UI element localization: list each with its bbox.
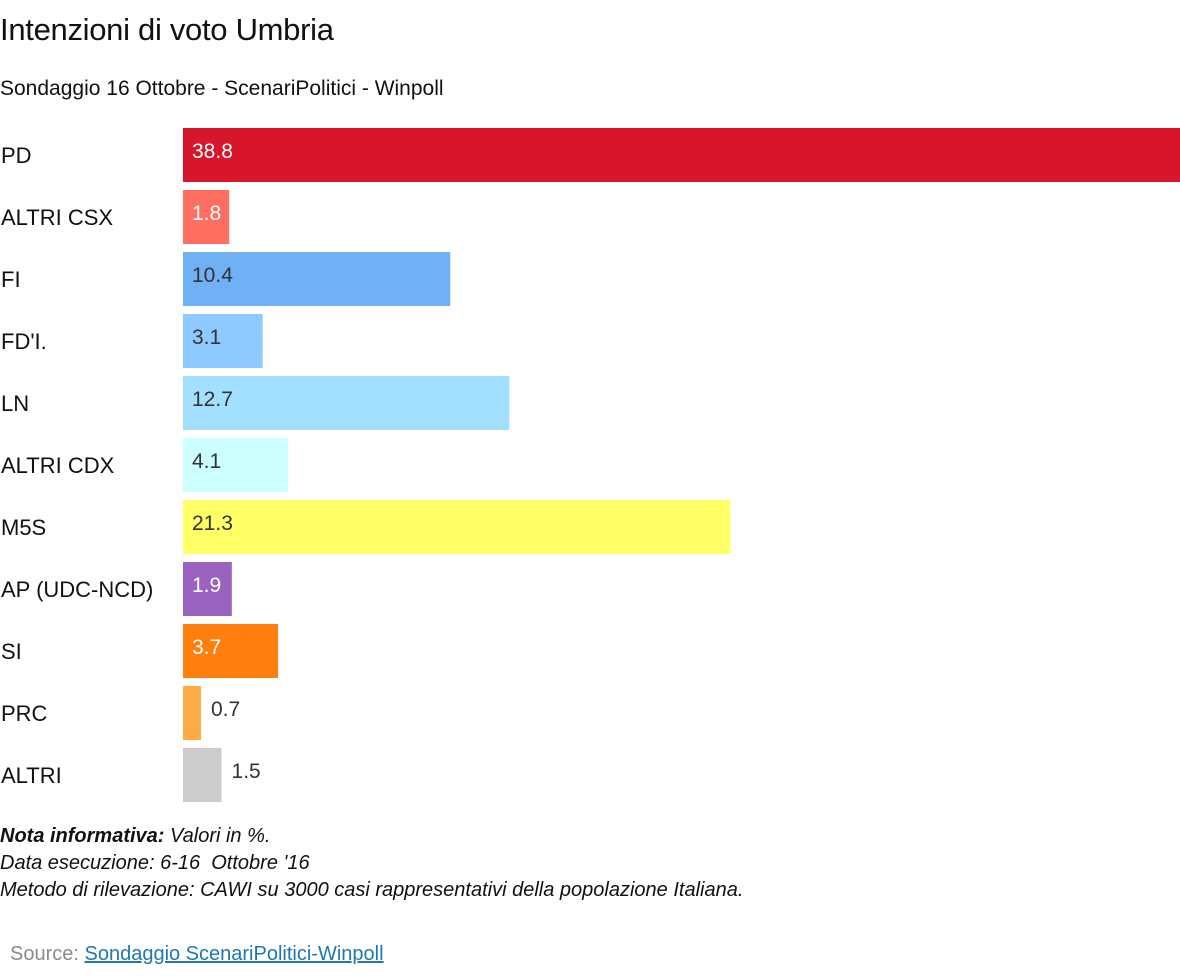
- bar[interactable]: [183, 562, 232, 616]
- bar-chart: PD 38.8 ALTRI CSX 1.8 FI 10.4 FD'I. 3.1 LN 12.7 AL…: [1, 128, 1180, 802]
- nota-line: Nota informativa: Valori in %.: [0, 823, 743, 850]
- chart-title: Intenzioni di voto Umbria: [0, 12, 334, 47]
- source-label: Source:: [10, 943, 85, 965]
- value-label: 3.1: [192, 326, 221, 349]
- notes-block: Nota informativa: Valori in %. Data esec…: [0, 823, 743, 904]
- category-label: M5S: [1, 515, 46, 540]
- category-label: ALTRI: [1, 763, 62, 788]
- value-label: 0.7: [211, 698, 240, 721]
- category-label: AP (UDC-NCD): [1, 577, 153, 602]
- category-label: PD: [1, 143, 32, 168]
- bar[interactable]: [183, 376, 510, 430]
- value-label: 4.1: [192, 450, 221, 473]
- category-label: LN: [1, 391, 29, 416]
- bar[interactable]: [183, 748, 222, 802]
- value-label: 12.7: [192, 388, 233, 411]
- value-label: 10.4: [192, 264, 233, 287]
- data-esecuzione-line: Data esecuzione: 6-16 Ottobre '16: [0, 852, 310, 874]
- category-label: FI: [1, 267, 21, 292]
- bar[interactable]: [183, 438, 289, 492]
- chart-subtitle: Sondaggio 16 Ottobre - ScenariPolitici -…: [0, 77, 444, 100]
- bar[interactable]: [183, 686, 201, 740]
- value-label: 21.3: [192, 512, 233, 535]
- nota-text: Valori in %.: [164, 825, 271, 847]
- category-label: ALTRI CDX: [1, 453, 115, 478]
- bar[interactable]: [183, 128, 1180, 182]
- value-label: 1.9: [192, 574, 221, 597]
- bar[interactable]: [183, 624, 279, 678]
- bar[interactable]: [183, 190, 230, 244]
- category-label: SI: [1, 639, 22, 664]
- metodo-line: Metodo di rilevazione: CAWI su 3000 casi…: [0, 879, 744, 901]
- nota-label: Nota informativa:: [0, 825, 165, 847]
- value-label: 3.7: [192, 636, 221, 659]
- category-label: PRC: [1, 701, 48, 726]
- source-link[interactable]: Sondaggio ScenariPolitici-Winpoll: [84, 943, 384, 965]
- category-label: ALTRI CSX: [1, 205, 113, 230]
- value-label: 1.8: [192, 202, 221, 225]
- bar[interactable]: [183, 500, 731, 554]
- value-label: 38.8: [192, 140, 233, 163]
- value-label: 1.5: [232, 760, 261, 783]
- source-line: Source: Sondaggio ScenariPolitici-Winpol…: [10, 943, 384, 966]
- category-label: FD'I.: [1, 329, 47, 354]
- bar[interactable]: [183, 252, 451, 306]
- bar[interactable]: [183, 314, 263, 368]
